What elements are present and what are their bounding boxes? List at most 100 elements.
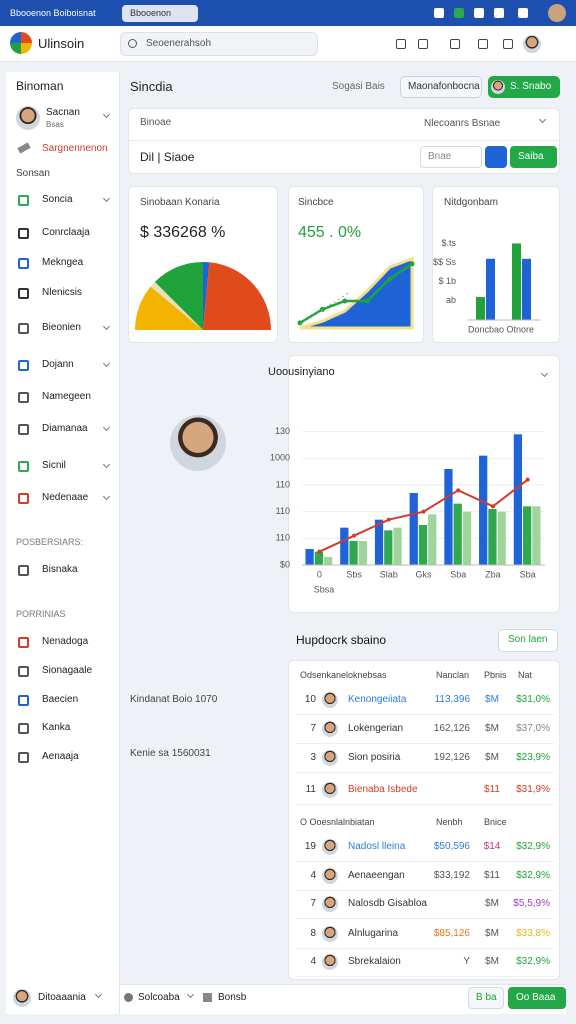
row-divider [296,948,554,949]
name[interactable]: Nadosl lleina [348,841,406,852]
bar [349,541,358,565]
header-icon[interactable] [503,39,513,49]
filter-button-label: Saiba [518,151,544,162]
row-divider [296,714,554,715]
nav-item[interactable]: Nlenicsis [42,287,83,298]
unit: $M [485,898,499,909]
header-icon[interactable] [396,39,406,49]
bar [522,258,531,320]
filter-label: Binoae [140,117,172,128]
search-box[interactable] [120,32,318,56]
page-meta: Sogasi Bais [332,81,385,92]
browser-icon[interactable] [494,8,504,18]
percent: $33,8% [516,928,550,939]
nav-item[interactable]: Conrclaaja [42,227,90,238]
nav-item[interactable]: Bieonien [42,322,81,333]
nav-item[interactable]: Nedenaae [42,492,89,503]
brand: Ulinsoin [38,36,85,51]
chart-title: Uoousinyiano [268,366,335,378]
nav-item[interactable]: Namegeen [42,391,91,402]
pie-slice [135,286,203,330]
icon [18,722,29,734]
name[interactable]: Nalosdb Gisabloa [348,898,427,909]
rank: 4 [310,956,316,967]
nav-item[interactable]: Sicnil [42,460,66,471]
row-divider [296,861,554,862]
icon [18,322,29,334]
bar [486,258,495,320]
point [317,549,322,554]
bar [305,549,314,565]
name[interactable]: Sbrekalaion [348,956,401,967]
icon [18,694,29,706]
section-button[interactable] [498,629,558,652]
nav-item[interactable]: Kanka [42,722,71,733]
browser-icon[interactable] [434,8,444,18]
footer-button[interactable] [468,987,504,1009]
nav-item[interactable]: Baecien [42,694,79,705]
rank: 4 [310,870,316,881]
nav-item[interactable]: Nenadoga [42,636,89,647]
tab-title: Bbooenon [130,8,172,18]
table-header: Odsenkaneloknebsas [300,670,387,680]
filter-input[interactable] [420,146,482,168]
page-title: Sincdia [130,79,173,94]
avatar [322,692,338,708]
browser-icon[interactable] [454,8,464,18]
bar [418,525,428,565]
nav-item[interactable]: Aenaaja [42,751,79,762]
sidebar-footer[interactable]: Ditoaaania [38,992,86,1003]
footer-item[interactable]: Bonsb [218,992,247,1003]
percent: $32,9% [516,870,550,881]
header-icon[interactable] [450,39,460,49]
icon [18,636,29,648]
filter-button[interactable] [510,146,557,168]
name[interactable]: Bienaba Isbede [348,784,418,795]
nav-item[interactable]: Diamanaa [42,423,88,434]
bar [532,506,541,565]
nav-item[interactable]: Mekngea [42,257,84,268]
name[interactable]: Alnlugarina [348,928,399,939]
name[interactable]: Sion posiria [348,752,401,763]
icon [18,564,29,576]
header-icon[interactable] [418,39,428,49]
sidebar-link[interactable]: Sargnennenon [42,143,108,154]
unit: $M [485,752,499,763]
nav-item[interactable]: Soncia [42,194,73,205]
x-tick-label: Sba [450,569,466,579]
user-name: Sacnan [46,107,80,118]
browser-icon[interactable] [518,8,528,18]
browser-icon[interactable] [474,8,484,18]
nav-item[interactable]: Sionagaale [42,665,93,676]
name[interactable]: Aenaeengan [348,870,405,881]
rank: 11 [305,784,316,795]
bar [476,297,485,320]
nav-item[interactable]: Bisnaka [42,564,78,575]
avatar [322,750,338,766]
unit: $11 [484,784,500,795]
footer-button-label: B ba [476,992,497,1003]
nav-item[interactable]: Dojann [42,359,74,370]
profile[interactable] [548,4,566,22]
note: Kenie sa 1560031 [130,748,211,759]
rank: 7 [310,723,316,734]
name[interactable]: Kenongeiiata [348,694,407,705]
x-tick-label: Slab [380,569,398,579]
row-divider [296,890,554,891]
primary-button[interactable] [488,76,560,98]
name[interactable]: Lokengerian [348,723,404,734]
bar [479,455,488,565]
avatar [322,868,338,884]
button[interactable] [400,76,482,98]
pie-slice [154,262,203,330]
avatar [491,80,505,94]
footer-item[interactable]: Solcoaba [138,992,180,1003]
row-divider [296,804,554,805]
footer-button[interactable] [508,987,566,1009]
avatar[interactable] [523,35,541,53]
filter-icon-button[interactable] [485,146,507,168]
x-tick-label: Gks [415,569,432,579]
header-icon[interactable] [478,39,488,49]
point [386,517,391,522]
footer-icon [203,993,212,1002]
